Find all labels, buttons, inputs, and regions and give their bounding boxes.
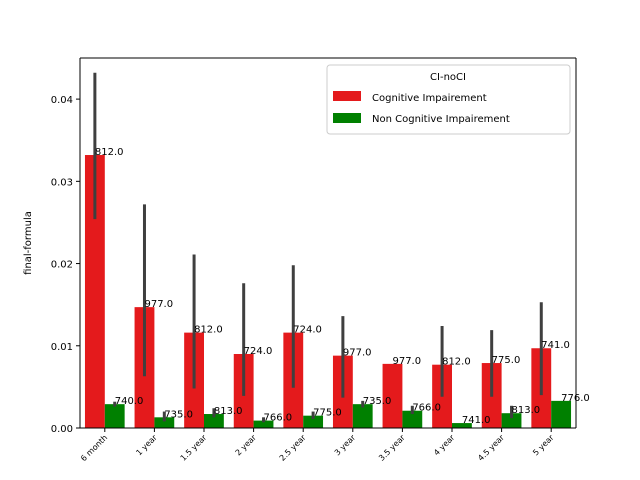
bar-label-ci-1: 977.0	[144, 299, 173, 310]
y-tick-label-4: 0.04	[51, 95, 73, 106]
y-tick-label-2: 0.02	[51, 260, 73, 271]
bar-noci-8	[501, 413, 522, 428]
bar-label-noci-2: 813.0	[214, 406, 243, 417]
bar-label-ci-6: 977.0	[392, 356, 421, 367]
bars-layer	[84, 155, 572, 428]
bar-ci-6	[382, 363, 403, 428]
legend: CI-noCI Cognitive Impairement Non Cognit…	[326, 64, 571, 135]
bar-label-noci-0: 740.0	[115, 396, 144, 407]
bar-label-noci-3: 766.0	[264, 413, 293, 424]
bar-label-ci-5: 977.0	[343, 348, 372, 359]
bar-label-noci-8: 813.0	[512, 405, 541, 416]
x-tick-label-8: 4.5 year	[476, 433, 506, 463]
x-tick-label-1: 1 year	[134, 433, 159, 458]
bar-label-ci-9: 741.0	[541, 340, 570, 351]
bar-noci-3	[253, 420, 274, 428]
bar-label-noci-5: 735.0	[363, 396, 392, 407]
error-bars-layer	[93, 72, 543, 423]
bar-noci-5	[352, 404, 373, 428]
bar-noci-7	[452, 423, 472, 428]
bar-label-ci-7: 812.0	[442, 357, 471, 368]
bar-label-noci-6: 766.0	[412, 403, 441, 414]
bar-noci-9	[551, 400, 572, 428]
bar-label-ci-3: 724.0	[244, 346, 273, 357]
bar-noci-1	[154, 417, 175, 428]
legend-label-noci: Non Cognitive Impairement	[372, 114, 510, 125]
bar-noci-0	[104, 404, 125, 428]
bar-noci-2	[204, 414, 224, 428]
x-tick-label-3: 2 year	[234, 433, 259, 458]
bar-noci-6	[402, 410, 423, 428]
x-tick-label-5: 3 year	[333, 433, 358, 458]
bar-noci-4	[303, 415, 324, 428]
bar-label-noci-9: 776.0	[561, 393, 590, 404]
x-tick-label-2: 1.5 year	[179, 433, 209, 463]
y-axis-label: final-formula	[23, 211, 34, 275]
legend-frame	[326, 64, 571, 135]
x-tick-label-4: 2.5 year	[278, 433, 308, 463]
legend-swatch-noci	[333, 113, 361, 123]
x-tick-label-7: 4 year	[432, 433, 457, 458]
x-tick-label-0: 6 month	[79, 433, 109, 463]
y-tick-label-0: 0.00	[51, 424, 73, 435]
y-tick-label-1: 0.01	[51, 342, 73, 353]
y-tick-label-3: 0.03	[51, 177, 73, 188]
bar-label-ci-2: 812.0	[194, 325, 223, 336]
bar-ci-0	[84, 155, 105, 428]
bar-label-ci-4: 724.0	[293, 325, 322, 336]
legend-title: CI-noCI	[430, 72, 466, 83]
bar-label-ci-8: 775.0	[492, 355, 521, 366]
annotations-layer: 812.0 977.0 812.0 724.0 724.0 977.0 977.0 812.0…	[95, 147, 590, 426]
bar-label-noci-4: 775.0	[313, 408, 342, 419]
x-tick-label-9: 5 year	[531, 433, 556, 458]
x-tick-label-6: 3.5 year	[377, 433, 407, 463]
bar-label-ci-0: 812.0	[95, 147, 124, 158]
legend-swatch-ci	[333, 91, 361, 101]
legend-label-ci: Cognitive Impairement	[372, 93, 487, 104]
bar-label-noci-1: 735.0	[164, 409, 193, 420]
bar-label-noci-7: 741.0	[462, 415, 491, 426]
